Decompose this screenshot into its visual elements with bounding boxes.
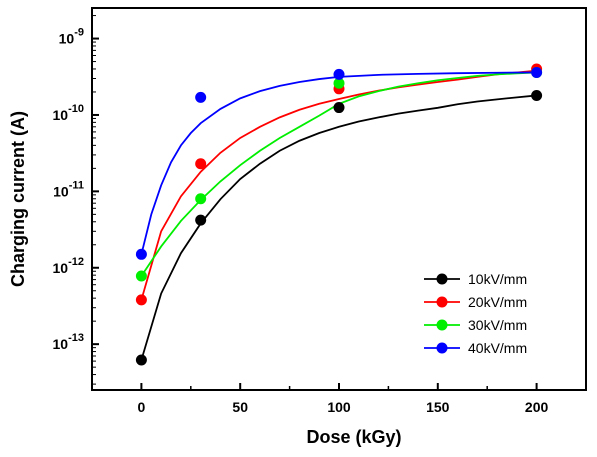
legend-label: 40kV/mm (468, 340, 527, 356)
y-tick-label: 10-12 (53, 256, 84, 276)
legend: 10kV/mm 20kV/mm 30kV/mm 40kV/mm (424, 271, 527, 356)
legend-label: 20kV/mm (468, 294, 527, 310)
legend-marker (436, 342, 448, 354)
data-point-10kV/mm (135, 354, 147, 366)
legend-marker (436, 273, 448, 285)
data-points (135, 63, 543, 366)
data-point-40kV/mm (333, 68, 345, 80)
y-tick-label: 10-11 (53, 179, 84, 199)
legend-label: 10kV/mm (468, 271, 527, 287)
y-tick-label: 10-10 (53, 103, 84, 123)
y-axis-ticks: 10-13 10-12 10-11 10-10 10-9 (53, 15, 99, 385)
fit-line-40kV/mm (140, 71, 537, 255)
data-point-30kV/mm (333, 77, 345, 89)
x-tick-label: 200 (525, 399, 549, 415)
x-tick-label: 50 (232, 399, 248, 415)
fit-lines (140, 69, 537, 361)
y-tick-label: 10-9 (59, 27, 84, 47)
data-point-30kV/mm (195, 193, 207, 205)
data-point-10kV/mm (333, 102, 345, 114)
data-point-10kV/mm (195, 214, 207, 226)
data-point-40kV/mm (195, 91, 207, 103)
x-axis-ticks: 0 50 100 150 200 (91, 383, 549, 415)
data-point-40kV/mm (135, 248, 147, 260)
data-point-20kV/mm (195, 158, 207, 170)
legend-marker (436, 296, 448, 308)
y-axis-title: Charging current (A) (8, 111, 28, 287)
x-tick-label: 100 (327, 399, 351, 415)
data-point-40kV/mm (531, 66, 543, 78)
fit-line-20kV/mm (140, 69, 537, 301)
fit-line-10kV/mm (140, 94, 537, 361)
x-tick-label: 150 (426, 399, 450, 415)
data-point-30kV/mm (135, 270, 147, 282)
data-point-10kV/mm (531, 89, 543, 101)
y-tick-label: 10-13 (53, 332, 84, 352)
data-point-20kV/mm (135, 294, 147, 306)
x-axis-title: Dose (kGy) (306, 427, 401, 447)
legend-label: 30kV/mm (468, 317, 527, 333)
legend-marker (436, 319, 448, 331)
x-tick-label: 0 (138, 399, 146, 415)
